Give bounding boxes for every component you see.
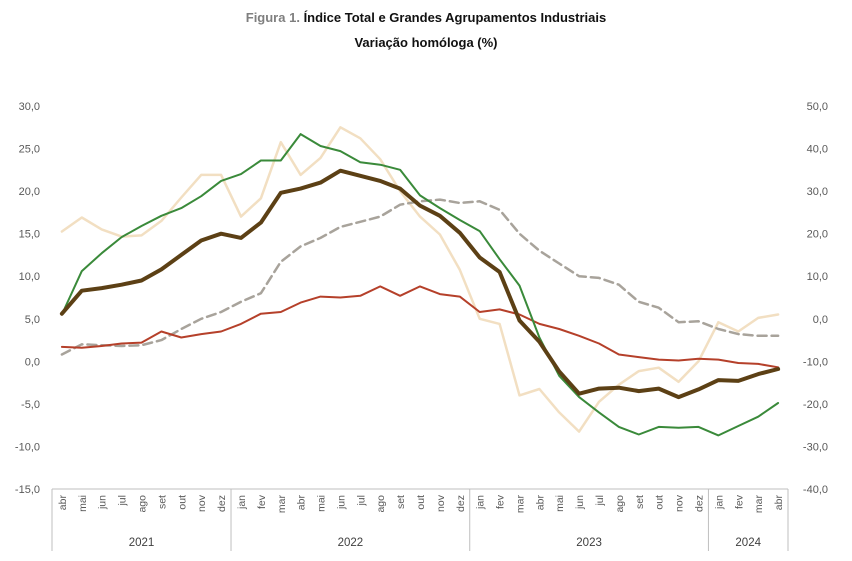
x-axis-year-labels: 2021 2022 2023 2024 (129, 537, 762, 549)
month-label: dez (693, 495, 705, 512)
month-label: mai (77, 495, 89, 512)
year-label: 2022 (338, 537, 364, 549)
month-label: out (176, 495, 188, 510)
right-axis-ticks: -40,0 -30,0 -20,0 -10,0 0,0 10,0 20,0 30,0 40,0 5… (803, 101, 828, 496)
month-label: nov (196, 494, 208, 512)
right-tick-label: -30,0 (803, 441, 828, 453)
month-label: jan (236, 495, 248, 510)
left-tick-label: 10,0 (19, 271, 40, 283)
left-tick-label: 20,0 (19, 186, 40, 198)
chart-subtitle: Variação homóloga (%) (354, 35, 498, 50)
right-tick-label: -40,0 (803, 484, 828, 496)
right-tick-label: 20,0 (807, 229, 828, 241)
series-line-gray (60, 198, 780, 356)
month-label: abr (773, 495, 785, 511)
month-label: jul (594, 495, 606, 507)
right-tick-label: 50,0 (807, 101, 828, 113)
series-line-beige (60, 126, 780, 433)
year-label: 2023 (576, 537, 602, 549)
month-label: out (415, 495, 427, 510)
month-label: mar (514, 495, 526, 514)
left-tick-label: -10,0 (15, 441, 40, 453)
month-label: jan (475, 495, 487, 510)
series-line-green (60, 133, 780, 437)
year-label: 2024 (735, 537, 761, 549)
month-label: abr (534, 495, 546, 511)
left-tick-label: -15,0 (15, 484, 40, 496)
month-label: abr (296, 495, 308, 511)
month-label: set (395, 495, 407, 509)
month-label: nov (435, 494, 447, 512)
month-label: nov (674, 494, 686, 512)
month-label: ago (137, 495, 149, 513)
month-label: fev (256, 494, 268, 509)
right-tick-label: 40,0 (807, 144, 828, 156)
chart-title-block: Figura 1. Índice Total e Grandes Agrupam… (0, 10, 852, 50)
month-label: fev (495, 494, 507, 509)
left-tick-label: 5,0 (25, 314, 40, 326)
right-tick-label: 10,0 (807, 271, 828, 283)
chart-title-prefix: Figura 1. (245, 10, 300, 25)
month-label: jan (713, 495, 725, 510)
chart-title: Figura 1. Índice Total e Grandes Agrupam… (0, 10, 852, 25)
left-tick-label: 15,0 (19, 229, 40, 241)
month-label: out (654, 495, 666, 510)
month-label: jun (574, 495, 586, 510)
left-tick-label: 25,0 (19, 144, 40, 156)
month-label: jul (355, 495, 367, 507)
month-label: abr (57, 495, 69, 511)
month-label: mar (276, 495, 288, 514)
month-label: dez (455, 495, 467, 512)
series-line-total (59, 168, 781, 400)
month-label: set (156, 495, 168, 509)
month-label: ago (614, 495, 626, 513)
month-label: jun (335, 495, 347, 510)
right-tick-label: 30,0 (807, 186, 828, 198)
left-tick-label: -5,0 (21, 399, 40, 411)
month-label: mar (753, 495, 765, 514)
month-label: jul (117, 495, 129, 507)
month-label: mai (554, 495, 566, 512)
month-label: dez (216, 495, 228, 512)
chart-title-text: Índice Total e Grandes Agrupamentos Indu… (303, 10, 607, 25)
left-tick-label: 30,0 (19, 101, 40, 113)
year-label: 2021 (129, 537, 155, 549)
right-tick-label: -20,0 (803, 399, 828, 411)
month-label: ago (375, 495, 387, 513)
month-label: jun (97, 495, 109, 510)
series-line-red (60, 285, 780, 369)
month-label: mai (316, 495, 328, 512)
x-axis-month-labels: abr mai jun jul ago set out nov dez jan fev mar abr m… (57, 494, 785, 513)
right-tick-label: 0,0 (813, 314, 828, 326)
month-label: fev (733, 494, 745, 509)
series-layer (59, 126, 781, 437)
left-tick-label: 0,0 (25, 356, 40, 368)
right-tick-label: -10,0 (803, 356, 828, 368)
axis-lines (51, 488, 789, 551)
left-axis-ticks: -15,0 -10,0 -5,0 0,0 5,0 10,0 15,0 20,0 25,0 30,0 (15, 101, 40, 496)
month-label: set (634, 495, 646, 509)
